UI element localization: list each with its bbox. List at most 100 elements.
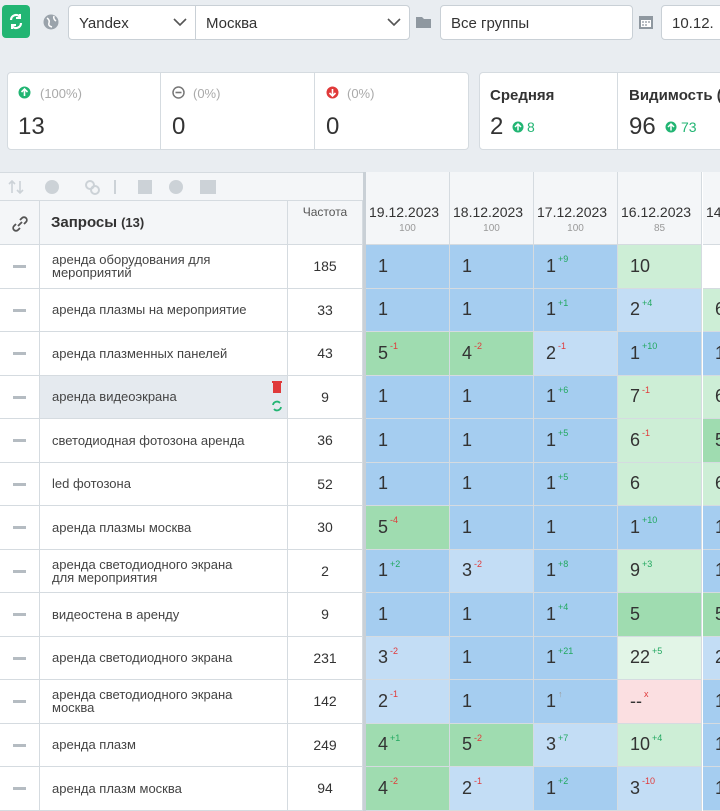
position-cell: 1 +2	[366, 549, 450, 593]
row-handle[interactable]	[0, 723, 40, 767]
position-change: +6	[558, 384, 569, 395]
row-handle[interactable]	[0, 593, 40, 637]
position-cell: 1 +5	[534, 419, 618, 463]
refresh-button[interactable]	[2, 5, 30, 38]
row-handle[interactable]	[0, 680, 40, 724]
position-change: -1	[474, 776, 483, 787]
row-handle[interactable]	[0, 375, 40, 419]
visibility-change: 73	[681, 119, 697, 135]
divider	[314, 72, 315, 150]
region-select[interactable]: Москва	[195, 5, 410, 40]
position-cell: 1	[703, 549, 720, 593]
row-actions[interactable]	[270, 380, 284, 414]
row-handle[interactable]	[0, 288, 40, 332]
position: 1	[715, 343, 720, 364]
position-change: +21	[558, 645, 574, 656]
date-header[interactable]: 19.12.2023 100	[366, 172, 450, 245]
divider	[363, 172, 366, 811]
frequency: 231	[288, 636, 363, 680]
position-change: x	[644, 689, 649, 700]
divider	[160, 72, 161, 150]
position-change: +8	[558, 558, 569, 569]
date-header[interactable]: 14	[703, 172, 720, 245]
position-change: +5	[558, 428, 569, 439]
position: 1	[546, 690, 557, 711]
position-change: +9	[558, 254, 569, 265]
position-cell: 2 -1	[450, 767, 534, 811]
date-header[interactable]: 16.12.2023 85	[618, 172, 702, 245]
position: 1	[378, 299, 389, 320]
query-text: аренда оборудования для мероприятий	[52, 252, 211, 281]
date-header[interactable]: 17.12.2023 100	[534, 172, 618, 245]
link-icon	[11, 216, 29, 232]
position-cell: 7 -1	[618, 375, 702, 419]
position: 1	[546, 603, 557, 624]
engine-select[interactable]: Yandex	[68, 5, 196, 40]
position-cell: 1 +9	[534, 245, 618, 289]
query-text: аренда видеоэкрана	[52, 389, 177, 405]
position-cell: 2 -1	[366, 680, 450, 724]
position-cell: 6 -1	[618, 419, 702, 463]
frequency: 94	[288, 767, 363, 811]
query-cell: аренда плазмы москва	[40, 506, 288, 550]
same-count: 0	[172, 113, 186, 140]
date-header[interactable]: 18.12.2023 100	[450, 172, 534, 245]
row-handle[interactable]	[0, 506, 40, 550]
position: 1	[378, 255, 389, 276]
position: 3	[378, 647, 389, 668]
position: 1	[546, 386, 557, 407]
position: 5	[715, 604, 720, 625]
query-cell: led фотозона	[40, 462, 288, 506]
frequency: 2	[288, 549, 363, 593]
query-cell: аренда светодиодного экрана москва	[40, 680, 288, 724]
date-select[interactable]: 10.12.	[661, 5, 720, 40]
position-change: +7	[558, 732, 569, 743]
query-text: аренда светодиодного экрана москва	[52, 687, 233, 716]
row-handle[interactable]	[0, 245, 40, 289]
position-change: +2	[558, 776, 569, 787]
position-change: +2	[390, 558, 401, 569]
position-change: -1	[642, 384, 651, 395]
position: 1	[462, 386, 473, 407]
position-cell: 1	[366, 462, 450, 506]
position-change: -1	[390, 341, 399, 352]
position-cell: 1	[366, 593, 450, 637]
position-change: +1	[390, 732, 401, 743]
position-change: -2	[474, 341, 483, 352]
position-cell: 1	[450, 375, 534, 419]
position-change: +4	[652, 732, 663, 743]
position: 9	[630, 560, 641, 581]
position: 2	[715, 647, 720, 668]
same-icon	[172, 86, 185, 99]
position-cell: 2 -1	[534, 332, 618, 376]
query-cell: аренда видеоэкрана	[40, 375, 288, 419]
group-select[interactable]: Все группы	[440, 5, 633, 40]
position: 5	[378, 516, 389, 537]
query-cell: аренда плазм	[40, 723, 288, 767]
position-cell: 4 -2	[366, 767, 450, 811]
visibility-score: 100	[567, 223, 584, 234]
frequency: 52	[288, 462, 363, 506]
position-change: +5	[652, 645, 663, 656]
position-cell: 1 +5	[534, 462, 618, 506]
position: 1	[462, 473, 473, 494]
row-handle[interactable]	[0, 419, 40, 463]
row-handle[interactable]	[0, 549, 40, 593]
position: 1	[630, 342, 641, 363]
position: 4	[462, 342, 473, 363]
query-cell: светодиодная фотозона аренда	[40, 419, 288, 463]
query-text: видеостена в аренду	[52, 606, 180, 622]
row-handle[interactable]	[0, 332, 40, 376]
position: 1	[715, 517, 720, 538]
date-label: 17.12.2023	[537, 204, 608, 220]
position: 2	[546, 342, 557, 363]
query-text: аренда плазм москва	[52, 780, 182, 796]
position-cell: 2 +4	[618, 288, 702, 332]
row-handle[interactable]	[0, 462, 40, 506]
row-handle[interactable]	[0, 636, 40, 680]
same-percent: (0%)	[193, 86, 221, 101]
row-handle[interactable]	[0, 767, 40, 811]
position: 4	[378, 777, 389, 798]
visibility-score: 100	[483, 223, 500, 234]
position-change: -2	[474, 732, 483, 743]
